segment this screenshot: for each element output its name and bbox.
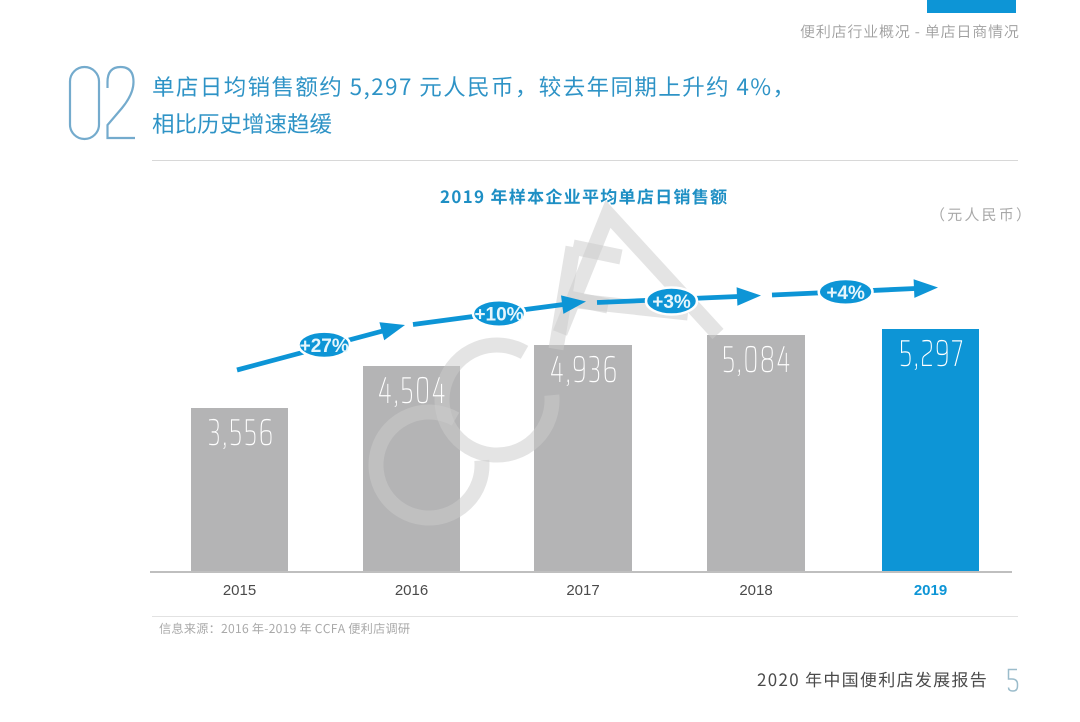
svg-text:+27%: +27% bbox=[300, 336, 349, 357]
svg-text:+10%: +10% bbox=[474, 305, 523, 326]
svg-text:+4%: +4% bbox=[826, 283, 865, 304]
svg-text:+3%: +3% bbox=[652, 292, 691, 313]
